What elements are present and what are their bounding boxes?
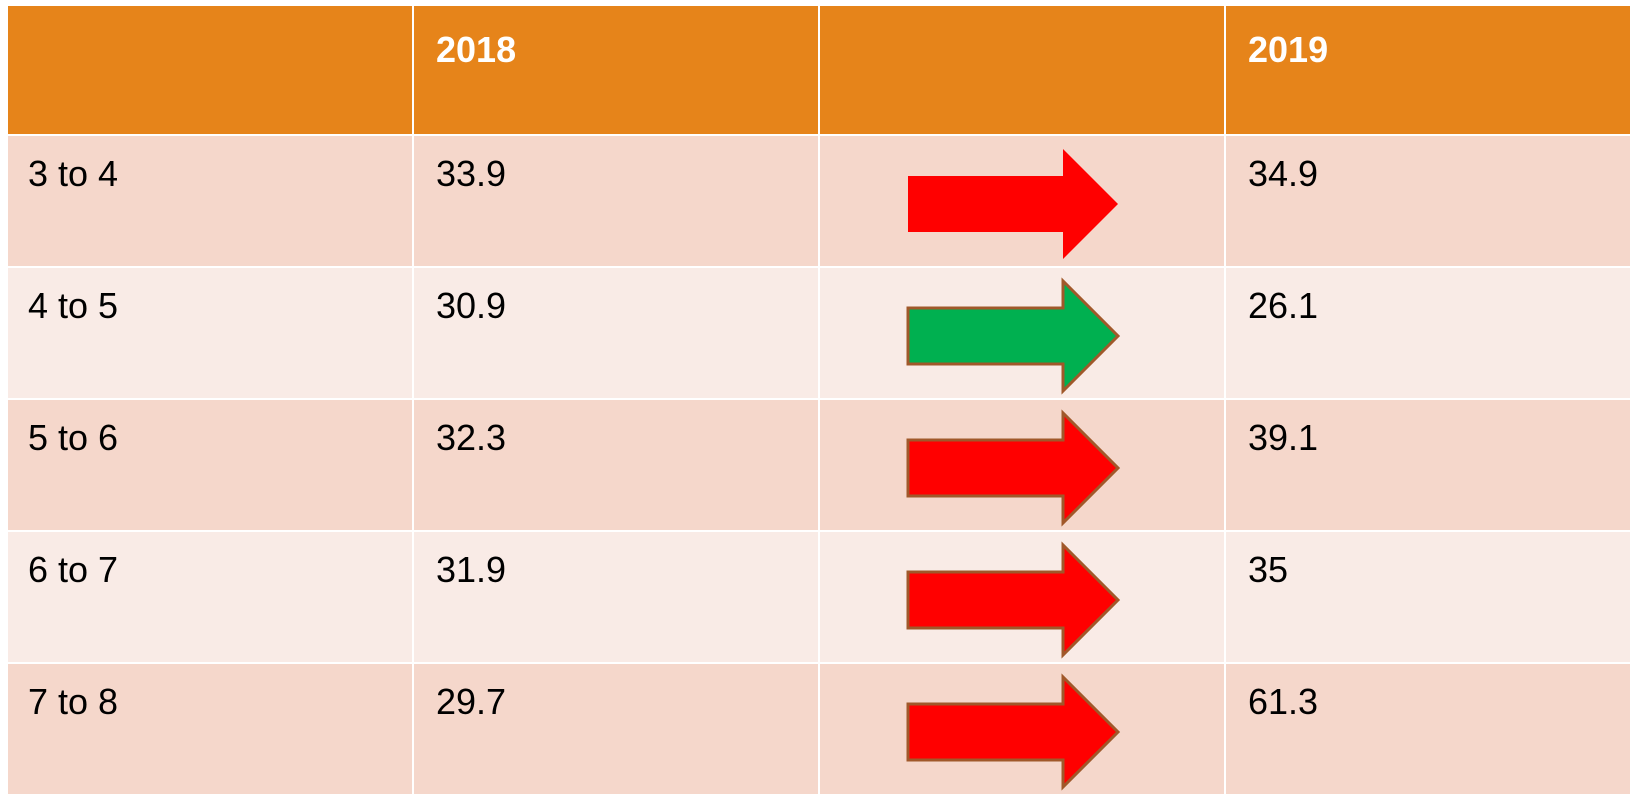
value-2019: 34.9 (1248, 153, 1318, 194)
row-label: 3 to 4 (28, 153, 118, 194)
row-cell (414, 268, 818, 398)
row-cell (8, 400, 412, 530)
row-cell (1226, 664, 1630, 794)
row-cell (414, 136, 818, 266)
row-cell (8, 268, 412, 398)
value-2018: 29.7 (436, 681, 506, 722)
row-label: 7 to 8 (28, 681, 118, 722)
arrow (908, 149, 1118, 259)
row-label: 4 to 5 (28, 285, 118, 326)
value-2018: 30.9 (436, 285, 506, 326)
row-cell (1226, 136, 1630, 266)
header-cell (414, 6, 818, 134)
value-2019: 26.1 (1248, 285, 1318, 326)
row-cell (414, 532, 818, 662)
header-text: 2019 (1248, 29, 1328, 70)
row-label: 5 to 6 (28, 417, 118, 458)
value-2018: 31.9 (436, 549, 506, 590)
row-cell (1226, 268, 1630, 398)
row-cell (8, 136, 412, 266)
row-cell (8, 532, 412, 662)
header-text: 2018 (436, 29, 516, 70)
header-cell (820, 6, 1224, 134)
header-cell (1226, 6, 1630, 134)
row-cell (414, 664, 818, 794)
arrow (906, 277, 1121, 395)
value-2019: 61.3 (1248, 681, 1318, 722)
arrow (906, 673, 1121, 791)
row-cell (1226, 400, 1630, 530)
header-cell (8, 6, 412, 134)
row-cell (414, 400, 818, 530)
value-2018: 32.3 (436, 417, 506, 458)
arrow (906, 409, 1121, 527)
row-label: 6 to 7 (28, 549, 118, 590)
arrow (906, 541, 1121, 659)
value-2019: 39.1 (1248, 417, 1318, 458)
row-cell (8, 664, 412, 794)
row-cell (1226, 532, 1630, 662)
value-2018: 33.9 (436, 153, 506, 194)
value-2019: 35 (1248, 549, 1288, 590)
